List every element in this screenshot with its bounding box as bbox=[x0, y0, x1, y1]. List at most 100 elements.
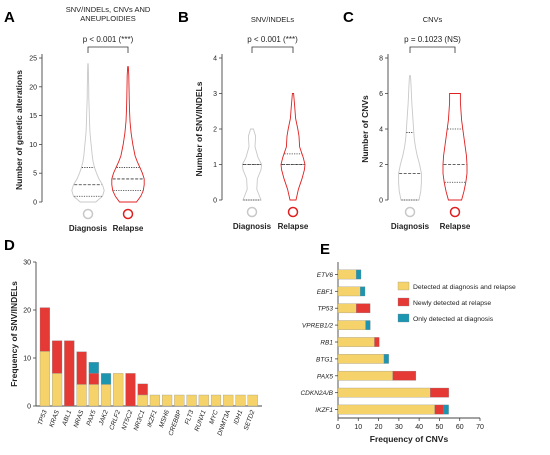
y-tick-label: 2 bbox=[213, 127, 217, 134]
group-marker bbox=[449, 206, 461, 218]
panel-title: SNV/INDELs, CNVs AND bbox=[66, 5, 151, 14]
p-value: p < 0.001 (***) bbox=[247, 35, 298, 44]
y-tick-label: 20 bbox=[23, 308, 31, 315]
bar-segment-both bbox=[162, 394, 173, 407]
bar-segment-new bbox=[39, 307, 50, 352]
legend-label: Newly detected at relapse bbox=[413, 300, 491, 307]
x-tick-label: 40 bbox=[415, 424, 423, 431]
violin-relapse bbox=[280, 93, 306, 201]
x-tick-label: RUNX1 bbox=[194, 409, 208, 432]
group-label: Diagnosis bbox=[391, 222, 430, 231]
y-tick-label: 2 bbox=[379, 162, 383, 169]
bar-segment-both bbox=[223, 394, 234, 407]
group-label: Diagnosis bbox=[233, 222, 272, 231]
group-marker bbox=[122, 208, 134, 220]
x-tick-label: IKZF1 bbox=[146, 409, 159, 428]
group-label: Relapse bbox=[113, 224, 144, 233]
panel-label: C bbox=[343, 9, 354, 26]
bar-segment-both bbox=[174, 394, 185, 407]
group-marker bbox=[82, 208, 94, 220]
x-tick-label: 30 bbox=[395, 424, 403, 431]
panel-label: B bbox=[178, 9, 189, 26]
violin-relapse bbox=[442, 93, 468, 201]
group-label: Diagnosis bbox=[69, 224, 108, 233]
y-tick-label: 10 bbox=[23, 356, 31, 363]
bar-segment-new bbox=[392, 370, 417, 381]
bar-segment-new bbox=[430, 387, 449, 398]
y-tick-label: 5 bbox=[33, 171, 37, 178]
x-tick-label: JAK2 bbox=[98, 409, 110, 427]
panel-title: CNVs bbox=[423, 15, 443, 24]
p-value: p = 0.1023 (NS) bbox=[404, 35, 461, 44]
bar-segment-new bbox=[52, 340, 63, 374]
x-tick-label: FLT3 bbox=[184, 409, 196, 426]
panel-c: C CNVs p = 0.1023 (NS) 0 2 4 6 8 Number of CNVs D… bbox=[343, 9, 471, 231]
x-tick-label: IDH1 bbox=[233, 409, 245, 426]
x-tick-label: 70 bbox=[476, 424, 484, 431]
bar-segment-both bbox=[137, 394, 148, 407]
bar-segment-new bbox=[356, 303, 371, 314]
bar-segment-both bbox=[198, 394, 209, 407]
bar-segment-both bbox=[235, 394, 246, 407]
bar-segment-both bbox=[210, 394, 222, 407]
bar-segment-both bbox=[337, 354, 385, 364]
group-marker bbox=[287, 206, 299, 218]
significance-bracket bbox=[87, 46, 129, 53]
x-tick-label: NRAS bbox=[73, 409, 86, 429]
bar-segment-new bbox=[64, 340, 75, 407]
bar-segment-both bbox=[149, 394, 160, 407]
group-label: Relapse bbox=[278, 222, 309, 231]
x-axis-label: Frequency of CNVs bbox=[370, 434, 449, 444]
panel-title: ANEUPLOIDIES bbox=[80, 14, 135, 23]
bar-segment-both bbox=[88, 384, 99, 407]
bar-segment-new bbox=[88, 373, 99, 385]
bar-segment-new bbox=[125, 373, 136, 407]
panel-title: SNV/INDELs bbox=[251, 15, 295, 24]
y-tick-label: 15 bbox=[29, 113, 37, 120]
bar-segment-both bbox=[337, 320, 366, 330]
panel-b: B SNV/INDELs p < 0.001 (***) 0 1 2 3 4 Number of… bbox=[178, 9, 309, 231]
y-tick-label: 4 bbox=[379, 127, 383, 134]
bar-segment-new bbox=[137, 383, 148, 396]
legend-swatch-both bbox=[397, 281, 410, 291]
group-marker bbox=[404, 206, 416, 218]
bar-segment-both bbox=[337, 387, 431, 398]
panel-d: D 0 10 20 30 Frequency of SNV/INDELs TP53 KRAS A… bbox=[4, 237, 262, 437]
y-tick-label: 30 bbox=[23, 260, 31, 267]
y-axis-label: Number of genetic alterations bbox=[14, 70, 24, 190]
y-tick-label: PAX5 bbox=[317, 373, 334, 380]
panel-label: D bbox=[4, 237, 15, 254]
significance-bracket bbox=[409, 46, 456, 53]
bar-segment-both bbox=[186, 394, 197, 407]
bar-segment-only_dx bbox=[365, 320, 371, 330]
y-tick-label: 4 bbox=[213, 56, 217, 63]
bar-segment-both bbox=[337, 370, 393, 381]
legend: Detected at diagnosis and relapse Newly d… bbox=[397, 281, 516, 323]
p-value: p < 0.001 (***) bbox=[83, 35, 134, 44]
x-tick-label: MSH6 bbox=[158, 409, 171, 429]
violin-diagnosis bbox=[398, 75, 422, 201]
legend-label: Only detected at diagnosis bbox=[413, 316, 494, 323]
y-tick-label: 1 bbox=[213, 162, 217, 169]
y-tick-label: 0 bbox=[379, 198, 383, 205]
panel-label: E bbox=[320, 241, 330, 258]
bar-segment-only_dx bbox=[356, 269, 362, 280]
x-tick-label: PAX5 bbox=[86, 409, 98, 427]
legend-label: Detected at diagnosis and relapse bbox=[413, 284, 516, 291]
x-tick-label: 10 bbox=[354, 424, 362, 431]
y-tick-label: TP53 bbox=[317, 306, 333, 313]
bar-segment-only_dx bbox=[443, 404, 449, 415]
x-tick-label: KRAS bbox=[48, 409, 61, 429]
bar-segment-only_dx bbox=[100, 373, 112, 385]
bar-segment-new bbox=[374, 337, 380, 347]
y-tick-label: 6 bbox=[379, 91, 383, 98]
bar-segment-only_dx bbox=[360, 286, 366, 297]
y-tick-label: EBF1 bbox=[317, 289, 334, 296]
y-tick-label: 0 bbox=[213, 198, 217, 205]
y-tick-label: 0 bbox=[33, 200, 37, 207]
bar-segment-both bbox=[247, 394, 258, 407]
bar-segment-both bbox=[337, 269, 357, 280]
bar-segment-new bbox=[434, 404, 445, 415]
